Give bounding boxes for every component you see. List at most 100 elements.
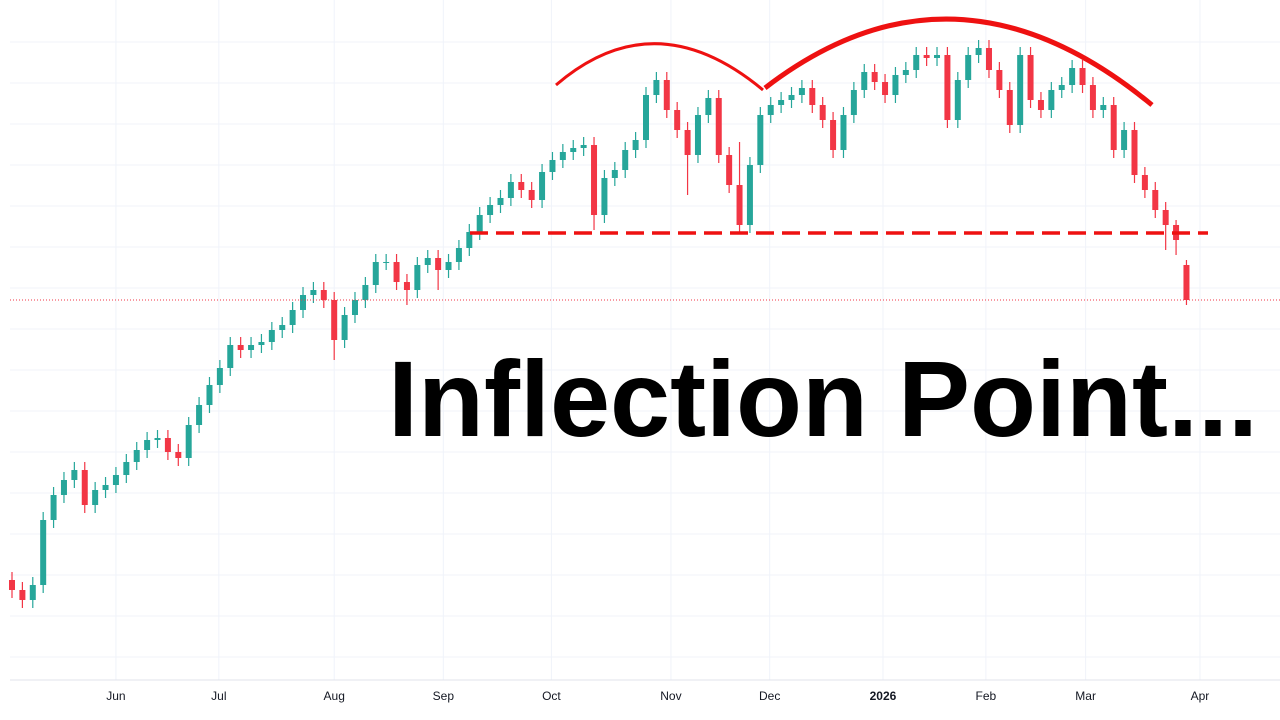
candle-body xyxy=(944,55,951,120)
x-tick-label: Mar xyxy=(1075,689,1096,703)
background-grid xyxy=(10,41,1280,658)
candle-body xyxy=(1141,175,1148,190)
candle-body xyxy=(1089,85,1096,110)
candle-body xyxy=(362,285,369,300)
candle-body xyxy=(570,148,577,152)
candle-body xyxy=(591,145,598,215)
x-tick-label: Dec xyxy=(759,689,780,703)
candle-body xyxy=(206,385,213,405)
candle-body xyxy=(643,95,649,140)
candle-body xyxy=(913,55,920,70)
candle-body xyxy=(19,590,26,600)
candle-body xyxy=(539,172,546,200)
candle-body xyxy=(965,55,972,80)
candle-body xyxy=(1110,105,1117,150)
candle-body xyxy=(268,330,275,342)
overlay xyxy=(10,231,1280,301)
candle-body xyxy=(50,495,57,520)
candle-body xyxy=(372,262,379,285)
candle-body xyxy=(466,232,473,248)
candle-body xyxy=(892,75,899,95)
candle-body xyxy=(736,185,743,225)
candle-body xyxy=(81,470,88,505)
candle-body xyxy=(331,300,338,340)
candle-body xyxy=(694,115,701,155)
candle-body xyxy=(216,368,223,385)
candle-body xyxy=(902,70,909,75)
candle-body xyxy=(310,290,317,295)
candle-body xyxy=(653,80,660,95)
candle-body xyxy=(102,485,109,490)
candle-body xyxy=(289,310,296,325)
headline: Inflection Point... xyxy=(388,338,1258,459)
candle-body xyxy=(850,90,857,115)
candle-body xyxy=(715,98,722,155)
candle-body xyxy=(1131,130,1138,175)
candle-body xyxy=(985,48,992,70)
candle-body xyxy=(112,475,119,485)
candle-body xyxy=(476,215,483,232)
candle-body xyxy=(455,248,462,262)
candle-body xyxy=(248,345,255,350)
candle-body xyxy=(1006,90,1013,125)
candle-body xyxy=(92,490,99,505)
candle-body xyxy=(726,155,733,185)
candle-body xyxy=(60,480,67,495)
x-tick-label: Nov xyxy=(660,689,681,703)
candle-body xyxy=(1162,210,1169,225)
candle-body xyxy=(414,265,421,290)
candle-body xyxy=(435,258,442,270)
candle-body xyxy=(351,300,358,315)
candle-body xyxy=(798,88,805,95)
candle-body xyxy=(279,325,286,330)
candle-body xyxy=(778,100,785,105)
candle-body xyxy=(320,290,327,300)
x-tick-label: Jun xyxy=(106,689,125,703)
candle-body xyxy=(154,438,161,440)
candle-body xyxy=(164,438,171,452)
candle-body xyxy=(1079,68,1086,85)
candle-body xyxy=(975,48,982,55)
candle-body xyxy=(1183,265,1190,300)
candle-body xyxy=(300,295,307,310)
candle-body xyxy=(445,262,452,270)
candle-body xyxy=(840,115,847,150)
x-tick-label: Apr xyxy=(1191,689,1210,703)
candle-body xyxy=(196,405,203,425)
candle-body xyxy=(403,282,410,290)
candle-body xyxy=(9,580,15,590)
candle-body xyxy=(133,450,140,462)
candle-body xyxy=(861,72,868,90)
candle-body xyxy=(1017,55,1024,125)
candle-body xyxy=(185,425,192,458)
candle-body xyxy=(684,130,691,155)
candle-body xyxy=(258,342,265,345)
candle-body xyxy=(882,82,889,95)
candle-body xyxy=(954,80,961,120)
candle-body xyxy=(767,105,774,115)
candle-body xyxy=(175,452,182,458)
candle-body xyxy=(632,140,639,150)
candle-body xyxy=(611,170,618,178)
candle-body xyxy=(1100,105,1107,110)
candle-body xyxy=(341,315,348,340)
candle-body xyxy=(144,440,151,450)
x-tick-label: Jul xyxy=(211,689,226,703)
candle-body xyxy=(674,110,681,130)
candle-body xyxy=(123,462,130,475)
candle-body xyxy=(1121,130,1128,150)
candle-body xyxy=(518,182,525,190)
x-tick-label: 2026 xyxy=(870,689,897,703)
candle-body xyxy=(497,198,504,205)
candle-body xyxy=(237,345,244,350)
candle-body xyxy=(393,262,400,282)
candle-body xyxy=(507,182,514,198)
candle-body xyxy=(788,95,795,100)
candle-body xyxy=(71,470,78,480)
candle-body xyxy=(1027,55,1034,100)
candle-body xyxy=(601,178,608,215)
candle-body xyxy=(830,120,837,150)
candle-body xyxy=(528,190,535,200)
